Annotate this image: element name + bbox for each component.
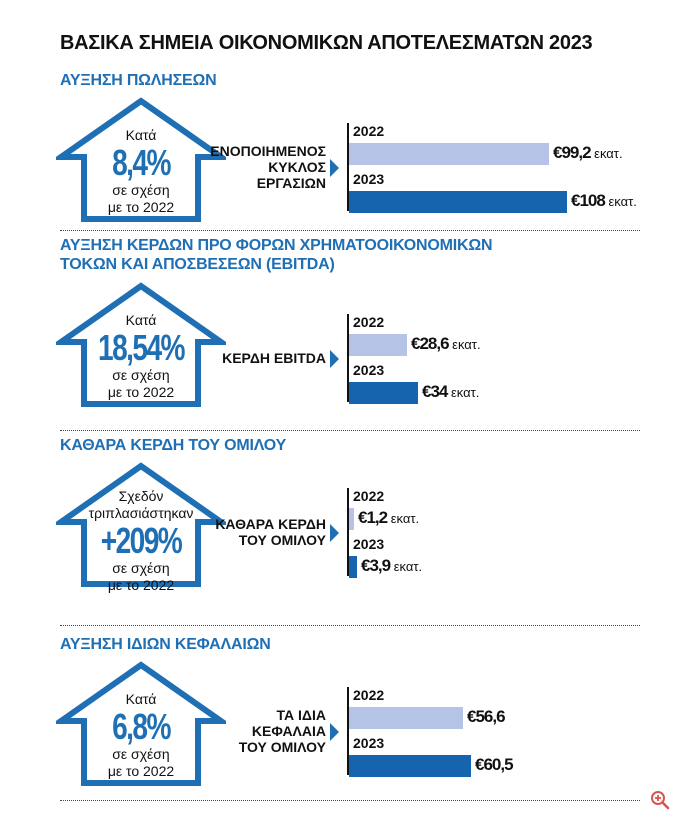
data-label-unit: εκατ. [604,194,637,209]
percentage-change: 18,54% [98,327,185,368]
arrow-text-line: με το 2022 [107,199,175,215]
arrow-text-line: σε σχέση [112,182,170,198]
arrow-text-line: σε σχέση [112,367,170,383]
chevron-right-icon [330,159,339,177]
data-label-value: €28,6 [411,334,450,353]
data-label-value: €56,6 [467,707,506,726]
section-divider [60,800,640,801]
bar-2023 [349,382,418,404]
arrow-text-line: Κατά [125,312,157,328]
section-divider [60,230,640,231]
metric-label-line: ΤΟΥ ΟΜΙΛΟΥ [238,739,326,755]
metric-label: ΤΑ ΙΔΙΑ ΚΕΦΑΛΑΙΑ ΤΟΥ ΟΜΙΛΟΥ [190,707,326,755]
data-label-unit: εκατ. [447,385,480,400]
metric-label-line: ΚΥΚΛΟΣ [268,159,326,175]
metric-label-line: ΤΑ ΙΔΙΑ [276,707,326,723]
section-divider [60,625,640,626]
year-label: 2023 [353,171,385,187]
data-label-unit: εκατ. [448,337,481,352]
arrow-text-line: Κατά [125,691,157,707]
percentage-change: +209% [100,520,183,561]
metric-label-line: ΚΕΦΑΛΑΙΑ [251,723,326,739]
arrow-text-line: με το 2022 [107,763,175,779]
arrow-text-line: σε σχέση [112,746,170,762]
metric-label-line: ΚΕΡΔΗ EBITDA [222,350,326,366]
percentage-change: 8,4% [112,142,171,183]
data-label: €1,2 εκατ. [358,508,419,528]
bar-2023 [349,556,357,578]
year-label: 2023 [353,735,385,751]
year-label: 2023 [353,362,385,378]
arrow-text-line: με το 2022 [107,577,175,593]
section-title-line: ΤΟΚΩΝ ΚΑΙ ΑΠΟΣΒΕΣΕΩΝ (EBITDA) [60,256,335,273]
data-label: €3,9 εκατ. [361,556,422,576]
bar-2022 [349,334,407,356]
bar-2023 [349,191,567,213]
section-title: ΑΥΞΗΣΗ ΚΕΡΔΩΝ ΠΡΟ ΦΟΡΩΝ ΧΡΗΜΑΤΟΟΙΚΟΝΟΜΙΚ… [60,236,493,274]
chevron-right-icon [330,524,339,542]
up-arrow-icon [56,282,226,407]
percentage-change: 6,8% [112,706,171,747]
section-title: ΚΑΘΑΡΑ ΚΕΡΔΗ ΤΟΥ ΟΜΙΛΟΥ [60,437,287,454]
arrow-text-line: σε σχέση [112,560,170,576]
data-label-unit: εκατ. [390,559,423,574]
year-label: 2022 [353,687,385,703]
data-label-value: €3,9 [361,556,391,575]
metric-label-line: ΤΟΥ ΟΜΙΛΟΥ [238,532,326,548]
data-label-value: €108 [571,191,606,210]
chevron-right-icon [330,723,339,741]
data-label-unit: εκατ. [590,146,623,161]
chart-axis [347,687,349,775]
data-label: €34 εκατ. [422,382,479,402]
data-label-value: €60,5 [475,755,514,774]
metric-label-line: ΚΑΘΑΡΑ ΚΕΡΔΗ [215,516,326,532]
arrow-text-line: τριπλασιάστηκαν [88,505,194,521]
section-divider [60,430,640,431]
arrow-caption: Κατά 6,8% σε σχέση με το 2022 [56,691,226,780]
section-title: ΑΥΞΗΣΗ ΙΔΙΩΝ ΚΕΦΑΛΑΙΩΝ [60,636,271,653]
data-label: €108 εκατ. [571,191,637,211]
metric-label: ΕΝΟΠΟΙΗΜΕΝΟΣ ΚΥΚΛΟΣ ΕΡΓΑΣΙΩΝ [190,143,326,191]
section-title-line: ΑΥΞΗΣΗ ΚΕΡΔΩΝ ΠΡΟ ΦΟΡΩΝ ΧΡΗΜΑΤΟΟΙΚΟΝΟΜΙΚ… [60,237,493,254]
metric-label-line: ΕΡΓΑΣΙΩΝ [256,175,326,191]
chart-axis [347,123,349,211]
year-label: 2022 [353,123,385,139]
data-label: €28,6 εκατ. [411,334,481,354]
up-arrow-icon [56,661,226,786]
arrow-text-line: Σχεδόν [118,488,164,504]
bar-2022 [349,707,463,729]
metric-label: ΚΕΡΔΗ EBITDA [190,350,326,366]
bar-2022 [349,143,549,165]
bar-2023 [349,755,471,777]
data-label-value: €34 [422,382,448,401]
zoom-icon[interactable] [650,790,670,810]
infographic-title: ΒΑΣΙΚΑ ΣΗΜΕΙΑ ΟΙΚΟΝΟΜΙΚΩΝ ΑΠΟΤΕΛΕΣΜΑΤΩΝ … [60,32,593,54]
data-label: €56,6 [467,707,506,727]
arrow-text-line: Κατά [125,127,157,143]
year-label: 2023 [353,536,385,552]
chart-axis [347,488,349,576]
arrow-text-line: με το 2022 [107,384,175,400]
metric-label: ΚΑΘΑΡΑ ΚΕΡΔΗ ΤΟΥ ΟΜΙΛΟΥ [190,516,326,548]
chart-axis [347,314,349,402]
arrow-caption: Σχεδόν τριπλασιάστηκαν +209% σε σχέση με το … [56,488,226,594]
data-label-value: €1,2 [358,508,388,527]
arrow-caption: Κατά 8,4% σε σχέση με το 2022 [56,127,226,216]
data-label: €60,5 [475,755,514,775]
section-title: ΑΥΞΗΣΗ ΠΩΛΗΣΕΩΝ [60,72,217,89]
up-arrow-icon [56,462,226,587]
metric-label-line: ΕΝΟΠΟΙΗΜΕΝΟΣ [210,143,326,159]
bar-2022 [349,508,354,530]
year-label: 2022 [353,314,385,330]
arrow-caption: Κατά 18,54% σε σχέση με το 2022 [56,312,226,401]
data-label-value: €99,2 [553,143,592,162]
up-arrow-icon [56,97,226,222]
data-label: €99,2 εκατ. [553,143,623,163]
data-label-unit: εκατ. [387,511,420,526]
chevron-right-icon [330,350,339,368]
year-label: 2022 [353,488,385,504]
